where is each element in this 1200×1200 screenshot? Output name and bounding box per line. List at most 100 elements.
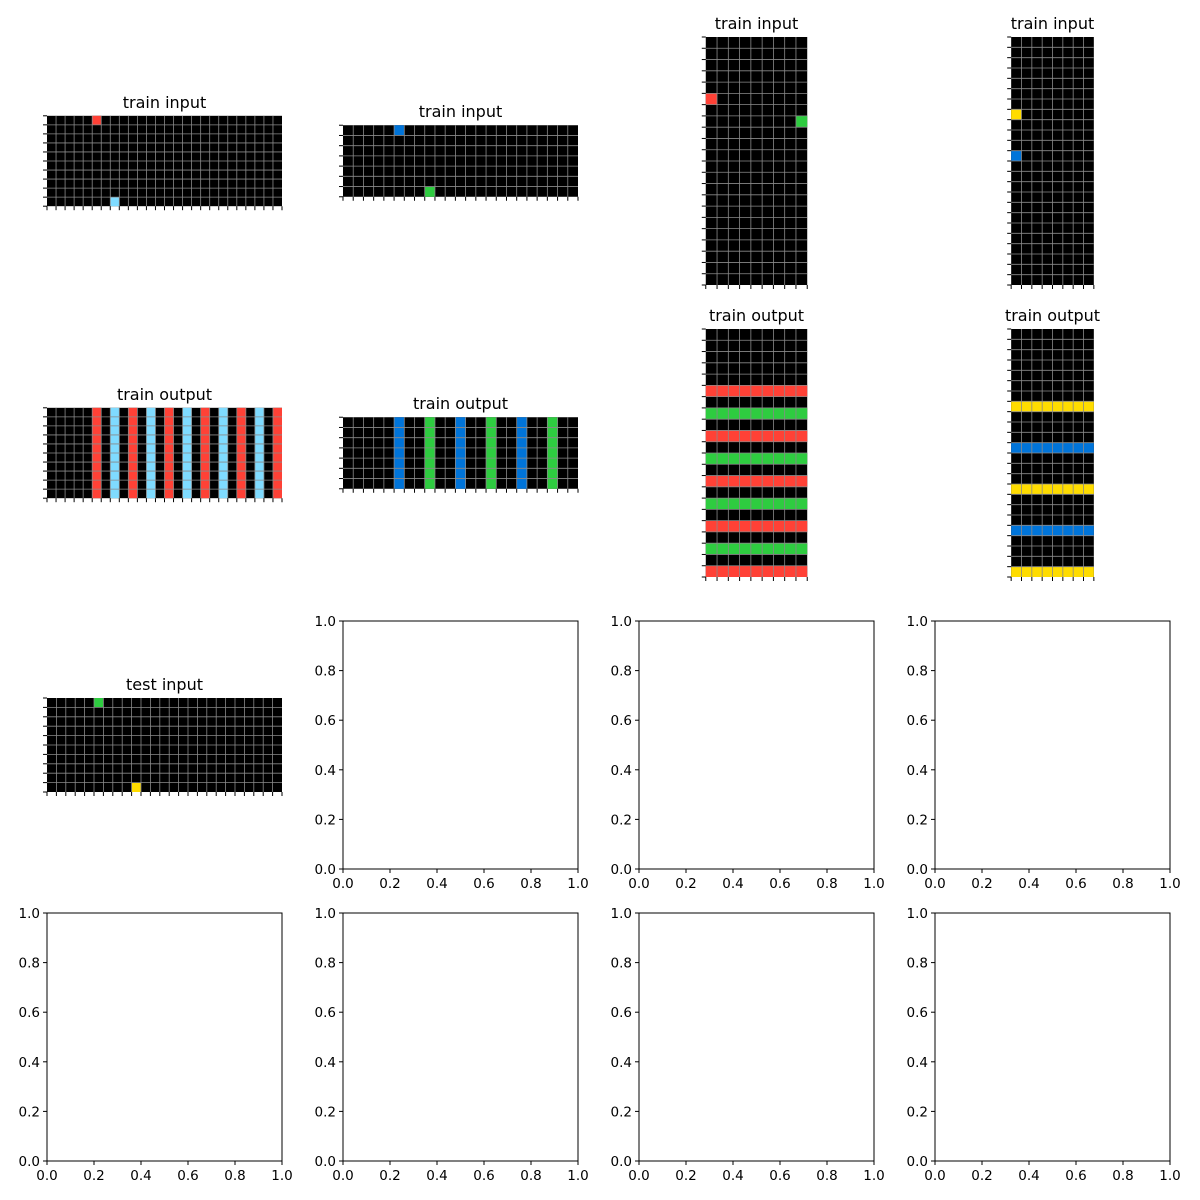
grid-cell: [128, 471, 138, 481]
y-tick-label: 0.8: [19, 956, 40, 972]
y-tick-label: 1.0: [19, 906, 40, 922]
grid-cell: [547, 437, 558, 448]
grid-cell: [1042, 566, 1053, 577]
empty-axes-frame: [46, 912, 283, 1162]
y-tick-label: 0.4: [19, 1055, 40, 1071]
empty-axes-frame: [342, 620, 579, 870]
grid-cell: [394, 458, 405, 469]
y-tick-label: 0.8: [907, 956, 928, 972]
grid-cell: [236, 462, 246, 472]
grid-cell: [146, 407, 156, 417]
grid-cell: [784, 520, 796, 532]
grid-cell: [1083, 442, 1094, 453]
grid-cell: [795, 520, 808, 532]
grid-cell: [128, 489, 138, 499]
grid-cell: [739, 475, 751, 487]
grid-cell: [455, 458, 466, 469]
grid-cell: [1021, 484, 1032, 495]
grid-cell: [739, 430, 751, 442]
grid-cell: [182, 480, 192, 490]
grid-cell: [200, 453, 210, 463]
y-tick-label: 0.0: [611, 1154, 632, 1170]
grid-cell: [784, 498, 796, 510]
grid-cell: [236, 471, 246, 481]
grid-cell: [795, 453, 808, 465]
x-tick-label: 0.6: [1065, 1168, 1086, 1184]
grid-cell: [762, 475, 774, 487]
grid-cell: [200, 489, 210, 499]
grid-cell: [394, 437, 405, 448]
x-tick-label: 0.8: [816, 1168, 837, 1184]
x-tick-label: 0.4: [722, 876, 743, 892]
x-tick-label: 1.0: [271, 1168, 292, 1184]
grid-cell: [1031, 484, 1043, 495]
grid-cell: [164, 489, 174, 499]
grid-cell: [750, 475, 763, 487]
panel-5: train output: [43, 385, 283, 503]
grid-cell: [218, 425, 228, 435]
grid-cell: [128, 434, 138, 444]
grid-cell: [762, 430, 774, 442]
panel-14: 0.00.0 0.2 0.2 0.4 0.4 0.6 0.6 0.8 0.8 1.0 1.0: [315, 906, 589, 1184]
grid-cell: [110, 443, 120, 453]
grid-cell: [128, 480, 138, 490]
grid-cell: [750, 407, 763, 420]
grid-cell: [547, 417, 558, 428]
grid-cell: [272, 453, 282, 463]
grid-cell: [218, 407, 228, 417]
grid-cell: [750, 385, 763, 397]
y-tick-label: 0.6: [315, 713, 336, 729]
grid-cell: [131, 782, 141, 792]
grid-cell: [1052, 401, 1063, 412]
grid-cell: [762, 565, 774, 577]
grid-cell: [182, 443, 192, 453]
panel-1: train input: [43, 93, 283, 211]
grid-cell: [773, 385, 785, 397]
y-tick-label: 0.2: [315, 1104, 336, 1120]
grid-cell: [218, 489, 228, 499]
grid-cell: [486, 458, 497, 469]
x-tick-label: 0.2: [675, 1168, 696, 1184]
x-tick-label: 0.8: [1112, 1168, 1133, 1184]
grid-cell: [547, 478, 558, 489]
x-tick-label: 0.0: [924, 876, 945, 892]
grid-cell: [739, 520, 751, 532]
grid-cell: [272, 425, 282, 435]
grid-cell: [784, 565, 796, 577]
x-tick-label: 0.2: [971, 876, 992, 892]
grid-cell: [218, 434, 228, 444]
grid-cell: [110, 480, 120, 490]
grid-cell: [784, 453, 796, 465]
grid-cell: [705, 453, 718, 465]
grid-cell: [516, 478, 527, 489]
panel-title: train output: [413, 394, 508, 413]
grid-cell: [182, 453, 192, 463]
grid-cell: [1073, 442, 1084, 453]
grid-cell: [547, 447, 558, 459]
empty-axes-frame: [342, 912, 579, 1162]
x-tick-label: 0.8: [1112, 876, 1133, 892]
grid-cell: [1073, 566, 1084, 577]
grid-cell: [110, 471, 120, 481]
grid-cell: [1052, 566, 1063, 577]
grid-cell: [164, 425, 174, 435]
grid-cell: [728, 543, 740, 555]
grid-cell: [1083, 525, 1094, 536]
y-tick-label: 0.8: [611, 664, 632, 680]
grid-cell: [516, 468, 527, 479]
grid-cell: [1031, 525, 1043, 536]
grid-cell: [394, 478, 405, 489]
grid-cell: [516, 437, 527, 448]
panel-title: train input: [1011, 14, 1094, 33]
panel-title: train input: [123, 93, 206, 112]
grid-cell: [272, 489, 282, 499]
grid-cell: [254, 453, 264, 463]
grid-cell: [164, 480, 174, 490]
empty-axes-frame: [934, 620, 1171, 870]
grid-cell: [218, 462, 228, 472]
grid-cell: [717, 430, 729, 442]
grid-cell: [164, 407, 174, 417]
grid-cell: [455, 427, 466, 438]
grid-cell: [547, 468, 558, 479]
grid-cell: [486, 437, 497, 448]
